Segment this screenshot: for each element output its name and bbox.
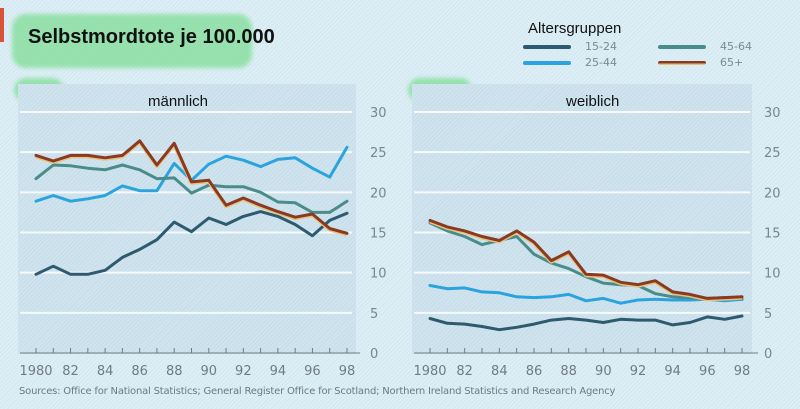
series-line-15-24 [34, 210, 349, 276]
series-line-45-64 [34, 163, 349, 214]
chart-title: Selbstmordtote je 100.000 [28, 26, 275, 48]
sources-note: Sources: Office for National Statistics;… [19, 386, 616, 397]
x-tick-label: 98 [339, 364, 356, 379]
x-tick-label: 92 [630, 364, 647, 379]
series-line-65plus [34, 139, 349, 235]
y-tick-label: 30 [370, 106, 387, 121]
x-tick-label: 84 [491, 364, 508, 379]
x-tick-label: 96 [304, 364, 321, 379]
legend-title: Altersgruppen [528, 20, 622, 37]
y-tick-label: 5 [764, 307, 772, 322]
legend-swatch [658, 60, 706, 65]
y-tick-label: 5 [370, 307, 378, 322]
y-tick-label: 25 [370, 146, 387, 161]
x-tick-label: 1980 [413, 364, 446, 379]
x-tick-label: 86 [131, 364, 148, 379]
panel-label-male: männlich [148, 93, 209, 110]
y-tick-label: 15 [370, 227, 387, 242]
legend-swatch [523, 60, 571, 65]
x-tick-label: 82 [456, 364, 473, 379]
series-line-25-44 [428, 284, 744, 305]
legend-item-25-44: 25-44 [523, 56, 617, 69]
legend-label: 25-44 [585, 56, 617, 69]
x-tick-label: 92 [235, 364, 252, 379]
legend-item-65plus: 65+ [658, 56, 743, 69]
y-tick-label: 15 [764, 227, 781, 242]
x-tick-label: 90 [201, 364, 218, 379]
y-tick-label: 10 [370, 267, 387, 282]
legend-label: 45-64 [720, 40, 752, 53]
x-tick-label: 94 [664, 364, 681, 379]
redaction-blob [12, 14, 252, 68]
accent-bar [0, 8, 4, 42]
series-line-15-24 [428, 314, 744, 332]
plot-background-right [412, 84, 752, 354]
legend-item-45-64: 45-64 [658, 40, 752, 53]
x-tick-label: 84 [97, 364, 114, 379]
x-tick-label: 1980 [19, 364, 52, 379]
x-tick-label: 98 [734, 364, 751, 379]
legend-label: 65+ [720, 56, 744, 69]
legend-label: 15-24 [585, 40, 617, 53]
x-tick-label: 96 [699, 364, 716, 379]
legend-swatch [658, 44, 706, 49]
x-tick-label: 82 [62, 364, 79, 379]
y-tick-label: 10 [764, 267, 781, 282]
x-tick-label: 86 [526, 364, 543, 379]
y-tick-label: 20 [370, 186, 387, 201]
y-tick-label: 20 [764, 186, 781, 201]
x-tick-label: 94 [270, 364, 287, 379]
y-tick-label: 0 [764, 347, 772, 362]
panel-label-female: weiblich [566, 93, 620, 110]
x-tick-label: 88 [166, 364, 183, 379]
y-tick-label: 25 [764, 146, 781, 161]
legend-swatch [523, 44, 571, 49]
legend-item-15-24: 15-24 [523, 40, 617, 53]
series-line-65plus [428, 218, 744, 300]
y-tick-label: 0 [370, 347, 378, 362]
x-tick-label: 90 [595, 364, 612, 379]
x-tick-label: 88 [560, 364, 577, 379]
y-tick-label: 30 [764, 106, 781, 121]
